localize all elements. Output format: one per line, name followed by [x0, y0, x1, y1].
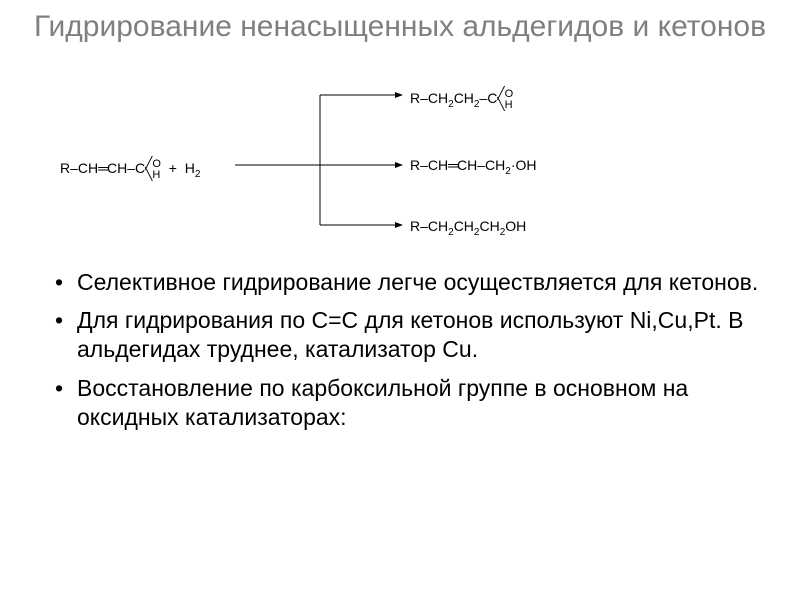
bullet-item: Селективное гидрирование легче осуществл… [55, 268, 770, 297]
reactant-dbl: CH–C [107, 160, 145, 176]
reactant-c-top: O [152, 158, 161, 170]
reaction-diagram: R–CH═CH–C╱O╲H + H2 R–CH2CH2–C╱O╲H R–CH═C… [30, 53, 770, 243]
reactant-c-bot: H [152, 169, 160, 181]
reactant-prefix: R–CH [60, 160, 98, 176]
bullet-item: Для гидрирования по C=C для кетонов испо… [55, 306, 770, 364]
product1-formula: R–CH2CH2–C╱O╲H [410, 88, 513, 111]
slide: Гидрирование ненасыщенных альдегидов и к… [0, 0, 800, 600]
h2-sub: 2 [195, 168, 201, 179]
bullet-item: Восстановление по карбоксильной группе в… [55, 374, 770, 432]
p1-end: –C [479, 90, 497, 106]
slide-title: Гидрирование ненасыщенных альдегидов и к… [30, 10, 770, 45]
product2-formula: R–CH═CH–CH2·OH [410, 157, 537, 177]
p3-mid: CH [454, 218, 474, 234]
p1-mid: CH [454, 90, 474, 106]
p2-prefix: R–CH [410, 157, 448, 173]
h2-text: H [185, 160, 195, 176]
p2-mid: CH–CH [457, 157, 505, 173]
bullet-list: Селективное гидрирование легче осуществл… [30, 268, 770, 432]
plus-sign: + [169, 160, 177, 176]
p1-c-top: O [505, 88, 514, 100]
p3-prefix: R–CH [410, 218, 448, 234]
product3-formula: R–CH2CH2CH2OH [410, 218, 526, 238]
p2-end: ·OH [511, 157, 537, 173]
reactant-formula: R–CH═CH–C╱O╲H + H2 [60, 158, 200, 181]
p3-tail: OH [505, 218, 526, 234]
p1-c-bot: H [505, 99, 513, 111]
reaction-arrows [30, 53, 770, 243]
p1-prefix: R–CH [410, 90, 448, 106]
p3-end: CH [479, 218, 499, 234]
